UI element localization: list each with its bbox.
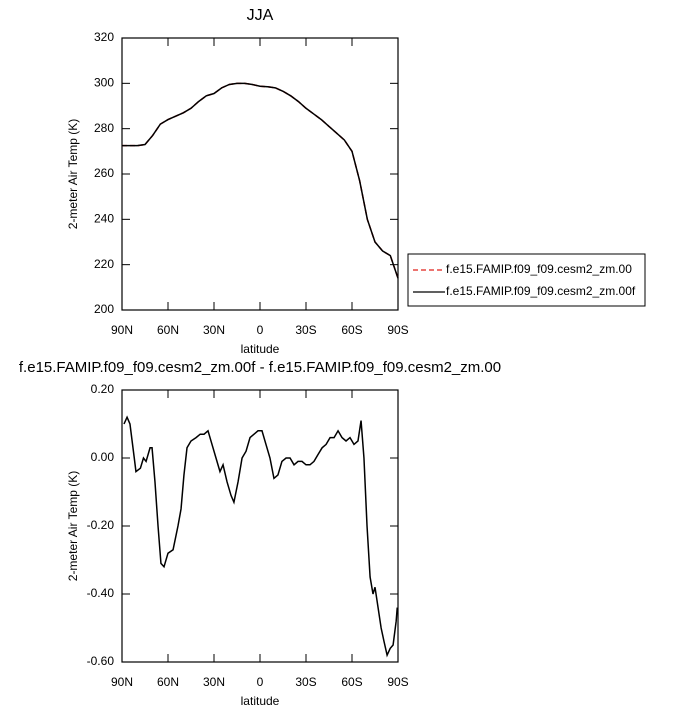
y-axis-label: 2-meter Air Temp (K) <box>66 471 80 581</box>
y-tick-label: 0.20 <box>91 382 115 396</box>
series-line <box>123 415 398 658</box>
y-tick-label: 200 <box>94 302 114 316</box>
x-tick-label: 0 <box>257 323 264 337</box>
plot-frame <box>121 389 399 663</box>
x-tick-label: 60S <box>341 675 362 689</box>
x-tick-label: 60N <box>157 323 179 337</box>
y-tick-label: 260 <box>94 166 114 180</box>
chart-title: JJA <box>247 7 274 24</box>
x-tick-label: 90S <box>387 323 408 337</box>
plot-frame <box>121 37 399 311</box>
y-tick-label: 320 <box>94 30 114 44</box>
legend-label: f.e15.FAMIP.f09_f09.cesm2_zm.00f <box>446 284 636 298</box>
y-tick-label: -0.60 <box>87 654 115 668</box>
x-tick-label: 30S <box>295 323 316 337</box>
y-tick-label: 220 <box>94 257 114 271</box>
y-tick-label: 0.00 <box>91 450 115 464</box>
y-tick-label: -0.20 <box>87 518 115 532</box>
x-tick-label: 30N <box>203 675 225 689</box>
chart-title: f.e15.FAMIP.f09_f09.cesm2_zm.00f - f.e15… <box>19 359 501 376</box>
y-tick-label: 280 <box>94 121 114 135</box>
x-tick-label: 60N <box>157 675 179 689</box>
x-axis-label: latitude <box>241 694 280 708</box>
x-tick-label: 30S <box>295 675 316 689</box>
x-tick-label: 90N <box>111 675 133 689</box>
y-tick-label: 240 <box>94 212 114 226</box>
x-tick-label: 90S <box>387 675 408 689</box>
series-line <box>122 82 399 279</box>
x-tick-label: 90N <box>111 323 133 337</box>
series-line <box>122 82 399 279</box>
x-tick-label: 60S <box>341 323 362 337</box>
legend-label: f.e15.FAMIP.f09_f09.cesm2_zm.00 <box>446 262 632 276</box>
x-tick-label: 0 <box>257 675 264 689</box>
y-tick-label: 300 <box>94 76 114 90</box>
x-axis-label: latitude <box>241 342 280 356</box>
x-tick-label: 30N <box>203 323 225 337</box>
y-tick-label: -0.40 <box>87 586 115 600</box>
legend-box <box>407 253 646 307</box>
y-axis-label: 2-meter Air Temp (K) <box>66 119 80 229</box>
